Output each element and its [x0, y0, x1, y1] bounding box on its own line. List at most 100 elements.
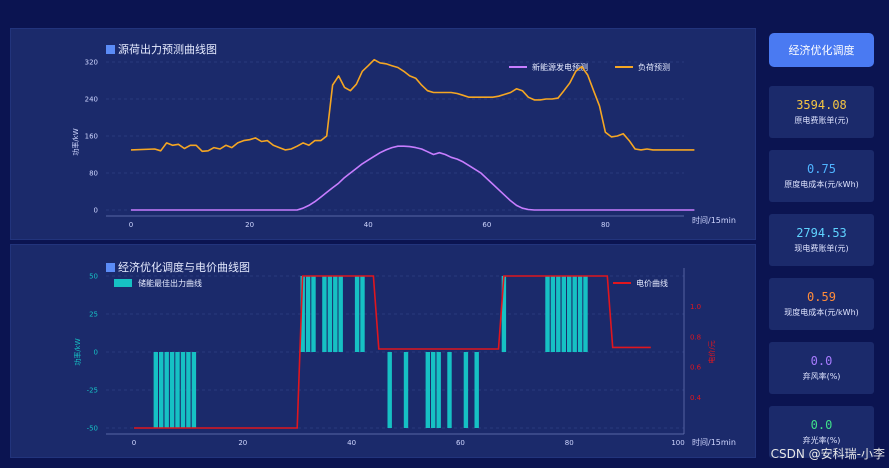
- storage-bar: [463, 352, 469, 428]
- storage-bar: [305, 276, 311, 352]
- dispatch-chart-panel: 经济优化调度与电价曲线图 -50 -25 0 25 50 0.4 0.6 0.8 1.0 0 20 4…: [10, 244, 756, 458]
- storage-bar: [501, 276, 507, 352]
- storage-bar: [545, 276, 550, 352]
- x-tick-label: 40: [364, 221, 373, 229]
- x-tick-label: 0: [132, 439, 136, 447]
- card-value: 0.75: [807, 162, 836, 176]
- watermark: CSDN @安科瑞-小李: [770, 447, 885, 461]
- legend-label: 电价曲线: [636, 278, 668, 288]
- storage-bar: [567, 276, 572, 352]
- storage-bar: [191, 352, 197, 428]
- storage-bar: [300, 276, 305, 352]
- original-unit-cost-card: 0.75 原度电成本(元/kWh): [769, 150, 874, 202]
- storage-bar: [360, 276, 365, 352]
- y-tick-label: 80: [89, 170, 98, 178]
- x-axis-label: 时间/15min: [692, 437, 736, 447]
- storage-bar: [175, 352, 180, 428]
- card-value: 0.0: [810, 354, 833, 368]
- y2-axis-label: 电价/元: [707, 340, 716, 363]
- x-tick-label: 20: [245, 221, 254, 229]
- y-tick-label: 50: [89, 273, 98, 281]
- storage-bar: [474, 352, 479, 428]
- economic-dispatch-button[interactable]: 经济优化调度: [769, 33, 874, 67]
- series-line-1: [130, 58, 695, 153]
- legend-swatch: [114, 279, 132, 287]
- storage-bar: [556, 276, 561, 352]
- y-tick-label: 0: [94, 349, 98, 357]
- storage-bar: [311, 276, 316, 352]
- title-marker-icon: [106, 262, 115, 272]
- card-label: 原电费账单(元): [794, 116, 849, 125]
- y2-tick-label: 0.8: [690, 333, 701, 341]
- storage-bar: [561, 276, 566, 352]
- x-tick-label: 80: [601, 221, 610, 229]
- card-label: 现度电成本(元/kWh): [784, 308, 859, 317]
- legend-label: 储能最佳出力曲线: [138, 278, 202, 288]
- storage-bar: [447, 352, 452, 428]
- storage-bar: [159, 352, 164, 428]
- y-tick-label: 160: [85, 133, 98, 141]
- x-tick-label: 60: [456, 439, 465, 447]
- storage-bar: [186, 352, 191, 428]
- x-tick-label: 20: [238, 439, 247, 447]
- storage-bar: [550, 276, 556, 352]
- storage-bar: [436, 352, 441, 428]
- forecast-chart-title: 源荷出力预测曲线图: [106, 41, 217, 57]
- storage-bar: [431, 352, 436, 428]
- y-tick-label: 0: [94, 207, 98, 215]
- storage-bar: [180, 352, 186, 428]
- storage-bar: [425, 352, 430, 428]
- storage-bar: [333, 276, 338, 352]
- legend-label: 新能源发电预测: [532, 62, 588, 72]
- card-label: 现电费账单(元): [794, 244, 849, 253]
- y-tick-label: -25: [87, 387, 98, 395]
- card-value: 0.0: [810, 418, 833, 432]
- series-line-0: [131, 145, 695, 211]
- forecast-chart: 0 80 160 240 320 0 20 40 60 80 时间/15min 功率/kW 新能源发电预…: [71, 58, 736, 230]
- storage-bar: [327, 276, 333, 352]
- original-bill-card: 3594.08 原电费账单(元): [769, 86, 874, 138]
- card-label: 弃风率(%): [802, 372, 841, 381]
- y2-tick-label: 1.0: [690, 303, 701, 311]
- y-tick-label: -50: [87, 425, 98, 433]
- storage-bar: [169, 352, 175, 428]
- x-tick-label: 100: [671, 439, 684, 447]
- wind-curtailment-card: 0.0 弃风率(%): [769, 342, 874, 394]
- y-tick-label: 25: [89, 311, 98, 319]
- card-label: 弃光率(%): [802, 436, 841, 445]
- card-value: 0.59: [807, 290, 836, 304]
- dispatch-chart-title: 经济优化调度与电价曲线图: [106, 259, 250, 275]
- storage-bar: [577, 276, 583, 352]
- storage-bar: [403, 352, 409, 428]
- storage-bar: [338, 276, 343, 352]
- y-axis-label: 功率/kW: [71, 128, 80, 155]
- forecast-chart-panel: 源荷出力预测曲线图 0 80 160 240 320 0 20 40 60 80 时间/15min 功…: [10, 28, 756, 240]
- storage-bar: [387, 352, 392, 428]
- x-tick-label: 80: [565, 439, 574, 447]
- x-tick-label: 0: [129, 221, 133, 229]
- y-axis-label: 功率/kW: [73, 338, 82, 365]
- x-tick-label: 40: [347, 439, 356, 447]
- title-marker-icon: [106, 44, 115, 54]
- x-tick-label: 60: [482, 221, 491, 229]
- storage-bar: [583, 276, 588, 352]
- storage-bar: [322, 276, 327, 352]
- card-value: 3594.08: [796, 98, 847, 112]
- card-value: 2794.53: [796, 226, 847, 240]
- x-axis-label: 时间/15min: [692, 215, 736, 225]
- storage-bar: [153, 352, 158, 428]
- dispatch-chart: -50 -25 0 25 50 0.4 0.6 0.8 1.0 0 20 40 60 80 100 时间/15…: [73, 268, 736, 447]
- card-label: 原度电成本(元/kWh): [784, 180, 859, 189]
- storage-bar: [164, 352, 169, 428]
- y-tick-label: 320: [85, 59, 98, 67]
- y2-tick-label: 0.4: [690, 394, 702, 402]
- solar-curtailment-card: 0.0 弃光率(%): [769, 406, 874, 458]
- current-bill-card: 2794.53 现电费账单(元): [769, 214, 874, 266]
- y-tick-label: 240: [85, 96, 98, 104]
- price-line: [134, 275, 651, 429]
- storage-bar: [354, 276, 360, 352]
- current-unit-cost-card: 0.59 现度电成本(元/kWh): [769, 278, 874, 330]
- storage-bar: [572, 276, 577, 352]
- legend-label: 负荷预测: [638, 62, 670, 72]
- y2-tick-label: 0.6: [690, 364, 702, 372]
